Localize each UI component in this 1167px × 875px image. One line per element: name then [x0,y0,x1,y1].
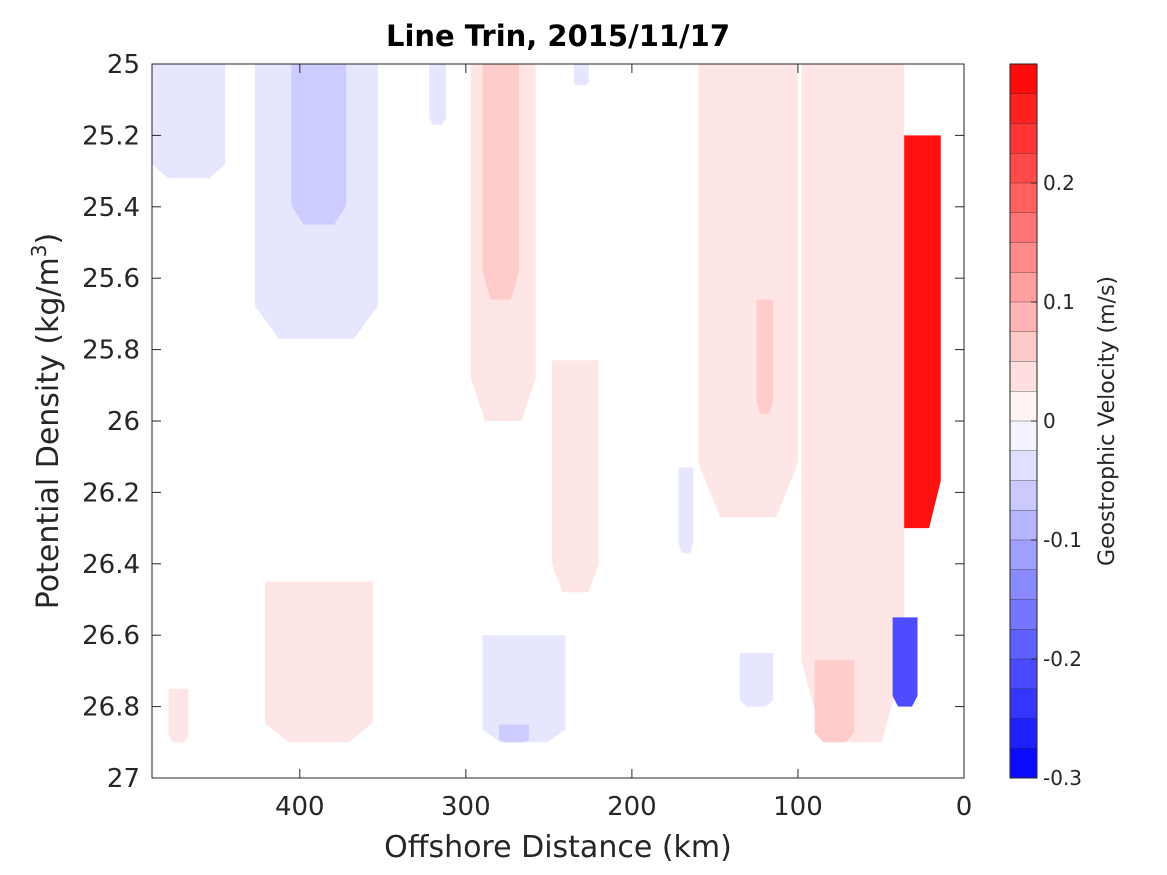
x-tick-label: 0 [956,792,973,822]
colorbar-level [1010,391,1037,422]
colorbar-level [1010,421,1037,452]
y-tick-label: 25 [107,50,140,80]
contour-region-northward-band-150km-core [756,299,774,414]
colorbar-level [1010,718,1037,749]
y-axis-label-main: Potential Density (kg/m [31,257,66,609]
y-tick-label: 25.2 [82,121,140,151]
colorbar-level [1010,480,1037,511]
colorbar-tick-label: 0.1 [1043,290,1075,314]
y-axis: 25 25.2 25.4 25.6 25.8 26 26.2 26.4 26.6 26.8 27 [82,50,964,794]
x-tick-label: 400 [275,792,325,822]
colorbar-tick-label: -0.3 [1043,766,1082,790]
contour-region-deep-southward-patch-270km-core [499,724,529,743]
colorbar-level [1010,153,1037,184]
colorbar-level [1010,242,1037,273]
contour-region-deep-northward-patch-80km [814,660,855,743]
colorbar-level [1010,123,1037,154]
x-axis-label: Offshore Distance (km) [384,830,732,865]
colorbar-label: Geostrophic Velocity (m/s) [1095,276,1120,566]
colorbar-level [1010,302,1037,333]
y-tick-label: 26.2 [82,478,140,508]
x-tick-label: 200 [607,792,657,822]
colorbar-level [1010,450,1037,481]
y-tick-label: 26.6 [82,621,140,651]
contour-region-slope-northward-flow [801,64,905,743]
colorbar: 0.2 0.1 0 -0.1 -0.2 -0.3 [1009,63,1082,790]
contour-region-small-southward-patch [429,64,446,125]
x-tick-label: 100 [773,792,823,822]
colorbar-level [1010,540,1037,571]
contour-region-small-southward-patch-2 [573,64,589,86]
contour-region-deep-southward-patch-270km [482,635,566,743]
x-tick-label: 300 [441,792,491,822]
x-axis: 400 300 200 100 0 [275,64,972,822]
colorbar-level [1010,599,1037,630]
y-tick-label: 25.6 [82,264,140,294]
colorbar-tick-label: 0.2 [1043,171,1075,195]
contour-region-deep-northward-patch-380km [264,581,373,743]
contour-region-small-southward-patch-3 [678,467,694,554]
y-tick-label: 26 [107,407,140,437]
colorbar-tick-label: -0.1 [1043,528,1082,552]
contour-region-northward-patch-230km [552,360,599,593]
colorbar-level [1010,93,1037,124]
colorbar-level [1010,659,1037,690]
y-axis-label-close: ) [31,233,66,245]
contour-region-offshore-weak-southward [152,64,226,179]
colorbar-tick-label: -0.2 [1043,647,1082,671]
colorbar-level [1010,331,1037,362]
chart-title: Line Trin, 2015/11/17 [386,19,730,53]
colorbar-level [1010,569,1037,600]
colorbar-level [1010,510,1037,541]
colorbar-level [1010,183,1037,214]
y-tick-label: 25.4 [82,193,140,223]
colorbar-level [1010,748,1037,779]
colorbar-level [1010,64,1037,95]
contour-region-deep-southward-patch-130km [739,653,774,707]
colorbar-tick-label: 0 [1043,409,1056,433]
y-axis-label: Potential Density (kg/m3) [27,233,66,609]
colorbar-level [1010,629,1037,660]
contour-fills [152,64,941,743]
y-tick-label: 27 [107,764,140,794]
colorbar-level [1010,272,1037,303]
contour-region-northward-band-300km-core [482,64,519,300]
contour-region-offshore-southward-inner [291,64,347,225]
contour-region-northward-band-150km [698,64,798,518]
y-axis-label-superscript: 3 [27,244,51,257]
y-tick-label: 26.8 [82,693,140,723]
y-tick-label: 26.4 [82,550,140,580]
colorbar-level [1010,688,1037,719]
contour-region-deep-southward-undercurrent [892,617,918,707]
y-tick-label: 25.8 [82,336,140,366]
contour-region-deep-northward-patch-far [168,688,189,743]
colorbar-level [1010,212,1037,243]
colorbar-level [1010,361,1037,392]
